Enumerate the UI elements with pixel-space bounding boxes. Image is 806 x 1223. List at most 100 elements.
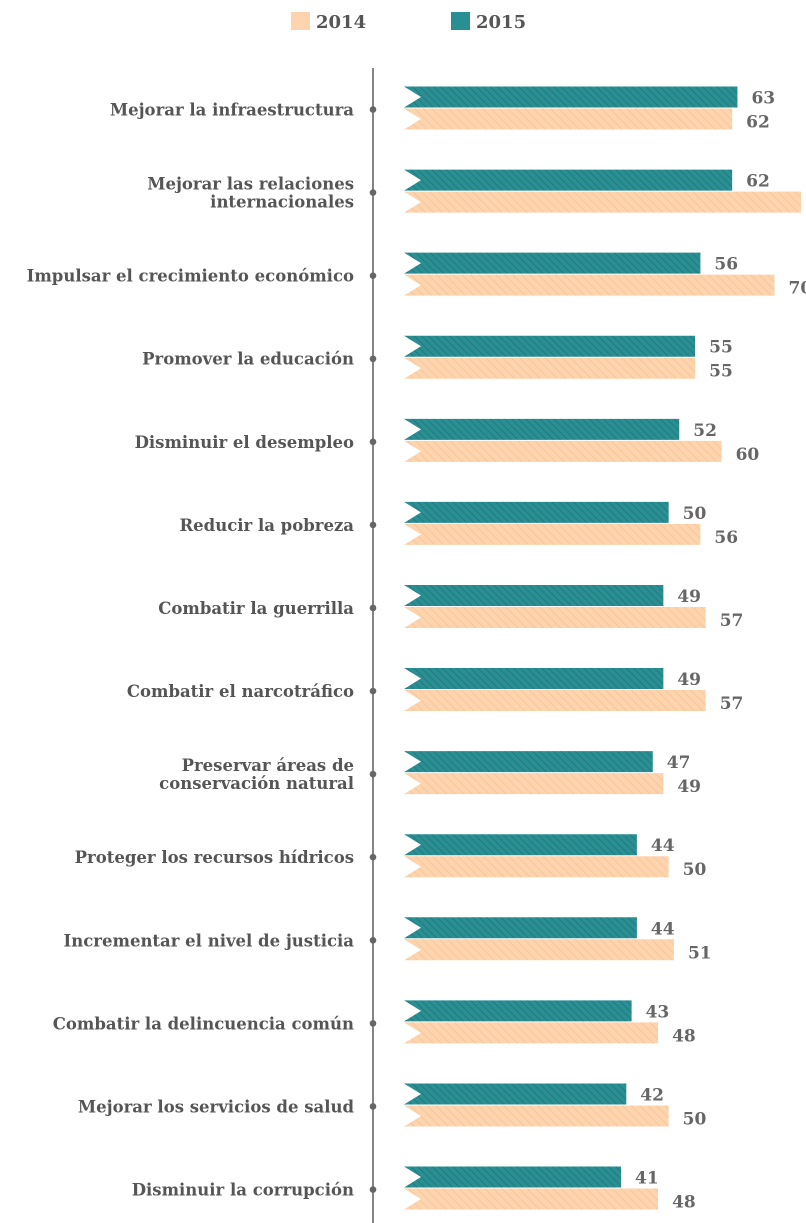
axis-marker-dot (369, 937, 377, 944)
bar-2015 (404, 834, 637, 856)
bar-2014 (404, 191, 801, 213)
data-label-2015: 43 (646, 1002, 670, 1022)
bar-2014 (404, 1022, 659, 1044)
category-label: internacionales (210, 193, 354, 212)
bar-2014 (404, 1105, 669, 1127)
axis-marker-dot (369, 272, 377, 279)
bar-2015 (404, 501, 669, 523)
bar-2014 (404, 606, 706, 628)
axis-marker-dot (369, 687, 377, 695)
data-label-2015: 55 (709, 338, 733, 358)
bar-2014 (404, 856, 669, 878)
category-group-combatir-el-narcotrafico: Combatir el narcotráfico 49 57 (127, 668, 744, 714)
axis-marker-dot (369, 1186, 377, 1193)
data-label-2015: 44 (651, 919, 675, 939)
category-label: Mejorar las relaciones (147, 175, 354, 194)
axis-marker-dot (369, 355, 377, 363)
data-label-2014: 57 (720, 611, 744, 631)
category-group-disminuir-el-desempleo: Disminuir el desempleo 52 60 (135, 418, 760, 465)
category-label: Disminuir la corrupción (132, 1181, 354, 1200)
data-label-2015: 63 (751, 89, 775, 109)
category-group-proteger-los-recursos-hidricos: Proteger los recursos hídricos 44 50 (75, 834, 707, 880)
category-group-combatir-la-guerrilla: Combatir la guerrilla 49 57 (158, 584, 744, 631)
bar-2014 (404, 523, 701, 545)
category-group-incrementar-el-nivel-de-justicia: Incrementar el nivel de justicia 44 51 (64, 917, 712, 963)
data-label-2014: 56 (714, 528, 738, 548)
bar-2015 (404, 1083, 627, 1105)
axis-marker-dot (369, 106, 377, 113)
legend-swatch-2015 (451, 12, 470, 30)
data-label-2015: 50 (683, 504, 707, 524)
axis-marker-dot (369, 1103, 377, 1110)
category-label: Disminuir el desempleo (135, 433, 354, 452)
data-label-2014: 51 (688, 943, 712, 963)
category-label: Preservar áreas de (182, 756, 354, 775)
data-label-2014: 55 (709, 362, 733, 382)
bar-2015 (404, 751, 653, 773)
bar-2015 (404, 584, 664, 606)
category-group-impulsar-el-crecimiento-economico: Impulsar el crecimiento económico 56 70 (27, 252, 806, 299)
category-label: Reducir la pobreza (179, 516, 354, 535)
data-label-2015: 62 (746, 172, 770, 192)
axis-marker-dot (369, 853, 377, 861)
bar-2015 (404, 1000, 632, 1022)
bar-2015 (404, 252, 701, 274)
data-label-2014: 50 (683, 860, 707, 880)
axis-marker-dot (369, 438, 377, 446)
data-label-2014: 60 (736, 445, 760, 465)
data-label-2015: 47 (667, 753, 691, 773)
category-label: Impulsar el crecimiento económico (27, 267, 354, 286)
data-label-2015: 42 (640, 1085, 664, 1105)
axis-marker-dot (369, 1020, 377, 1027)
category-label: Promover la educación (142, 350, 354, 369)
category-group-reducir-la-pobreza: Reducir la pobreza 50 56 (179, 501, 738, 548)
bar-2014 (404, 773, 664, 795)
bar-2015 (404, 169, 733, 191)
category-label: Proteger los recursos hídricos (75, 848, 354, 867)
category-group-mejorar-la-infraestructura: Mejorar la infraestructura 63 62 (110, 86, 775, 133)
category-group-mejorar-las-relaciones-internacionales: Mejorar las relacionesinternacionales627… (147, 169, 801, 213)
data-label-2014: 48 (672, 1026, 696, 1046)
legend-swatch-2014 (291, 12, 310, 30)
bar-2014 (404, 1188, 659, 1210)
data-label-2015: 41 (635, 1169, 659, 1189)
bar-2015 (404, 668, 664, 690)
category-label: Mejorar los servicios de salud (78, 1097, 355, 1116)
legend-label-2014: 2014 (316, 12, 366, 33)
data-label-2014: 57 (720, 694, 744, 714)
data-label-2014: 62 (746, 113, 770, 133)
data-label-2015: 49 (677, 587, 701, 607)
bar-2015 (404, 418, 680, 440)
data-label-2015: 44 (651, 836, 675, 856)
data-label-2014: 48 (672, 1193, 696, 1213)
axis-marker-dot (369, 521, 377, 529)
category-label: Combatir la guerrilla (158, 599, 354, 618)
legend-label-2015: 2015 (476, 12, 526, 33)
bar-2015 (404, 917, 637, 939)
data-label-2014: 70 (789, 279, 806, 299)
bar-2015 (404, 86, 738, 108)
category-label: Incrementar el nivel de justicia (64, 931, 355, 950)
bar-2014 (404, 690, 706, 712)
data-label-2015: 56 (714, 255, 738, 275)
legend: 2014 2015 (291, 12, 526, 33)
bar-2014 (404, 274, 775, 296)
bar-2015 (404, 1166, 622, 1188)
category-group-mejorar-los-servicios-de-salud: Mejorar los servicios de salud 42 50 (78, 1083, 707, 1129)
category-label: Combatir la delincuencia común (53, 1014, 354, 1033)
data-label-2015: 52 (693, 421, 717, 441)
data-label-2014: 50 (683, 1109, 707, 1129)
bar-2015 (404, 335, 696, 357)
bar-2014 (404, 939, 674, 961)
axis-marker-dot (369, 604, 377, 612)
bar-2014 (404, 440, 722, 462)
category-label: conservación natural (159, 774, 354, 793)
axis-marker-dot (369, 189, 377, 196)
category-label: Combatir el narcotráfico (127, 682, 354, 701)
axis-marker-dot (369, 770, 377, 778)
legend-item-2014: 2014 (291, 12, 366, 33)
legend-item-2015: 2015 (451, 12, 526, 33)
